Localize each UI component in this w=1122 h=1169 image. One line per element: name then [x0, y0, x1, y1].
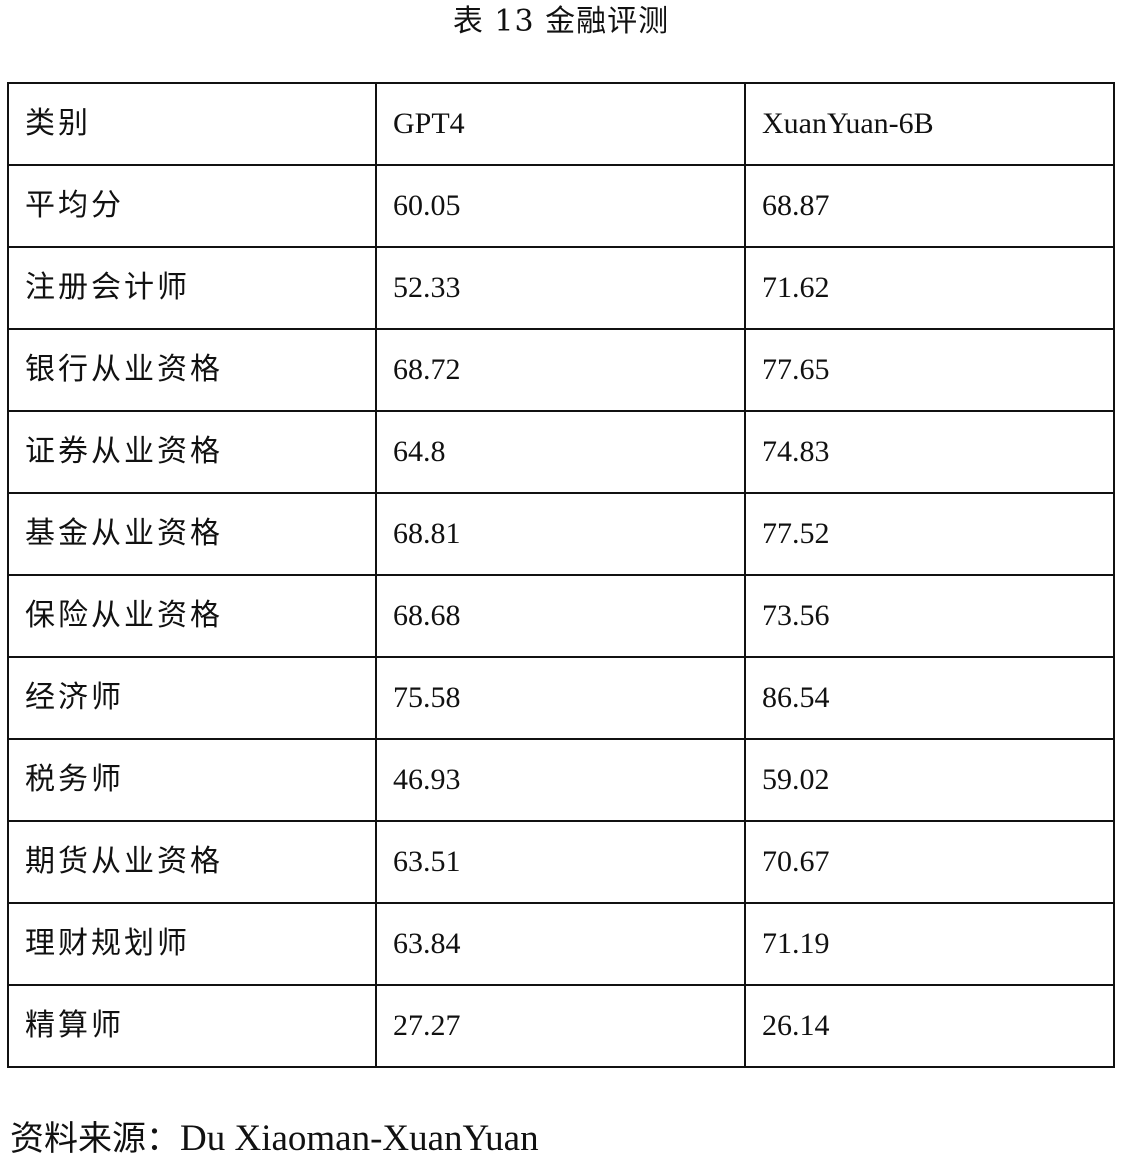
row-xuanyuan-score: 70.67 — [744, 820, 1115, 904]
row-gpt4-score: 63.84 — [375, 902, 746, 986]
row-gpt4-score: 64.8 — [375, 410, 746, 494]
row-gpt4-score: 75.58 — [375, 656, 746, 740]
source-label: 资料来源： — [10, 1119, 180, 1159]
row-xuanyuan-score: 68.87 — [744, 164, 1115, 248]
row-xuanyuan-score: 73.56 — [744, 574, 1115, 658]
header-category: 类别 — [7, 82, 377, 166]
row-gpt4-score: 27.27 — [375, 984, 746, 1068]
row-category: 证券从业资格 — [7, 410, 377, 494]
row-category: 税务师 — [7, 738, 377, 822]
table-row: 精算师 27.27 26.14 — [7, 984, 1115, 1068]
row-xuanyuan-score: 86.54 — [744, 656, 1115, 740]
source-note: 资料来源：Du Xiaoman-XuanYuan — [10, 1114, 539, 1164]
row-xuanyuan-score: 26.14 — [744, 984, 1115, 1068]
row-gpt4-score: 63.51 — [375, 820, 746, 904]
financial-evaluation-table: 类别 GPT4 XuanYuan-6B 平均分 60.05 68.87 注册会计… — [7, 82, 1115, 1068]
table-row: 注册会计师 52.33 71.62 — [7, 246, 1115, 330]
table-title: 表 13 金融评测 — [452, 4, 670, 39]
row-category: 经济师 — [7, 656, 377, 740]
row-xuanyuan-score: 71.62 — [744, 246, 1115, 330]
row-xuanyuan-score: 74.83 — [744, 410, 1115, 494]
header-row: 类别 GPT4 XuanYuan-6B — [7, 82, 1115, 166]
table-row: 税务师 46.93 59.02 — [7, 738, 1115, 822]
table-row: 银行从业资格 68.72 77.65 — [7, 328, 1115, 412]
row-xuanyuan-score: 77.52 — [744, 492, 1115, 576]
table-row: 证券从业资格 64.8 74.83 — [7, 410, 1115, 494]
row-category: 基金从业资格 — [7, 492, 377, 576]
row-gpt4-score: 68.68 — [375, 574, 746, 658]
row-category: 理财规划师 — [7, 902, 377, 986]
table-row: 基金从业资格 68.81 77.52 — [7, 492, 1115, 576]
source-name: Du Xiaoman-XuanYuan — [180, 1118, 539, 1159]
table-row: 经济师 75.58 86.54 — [7, 656, 1115, 740]
row-gpt4-score: 68.72 — [375, 328, 746, 412]
table-row: 平均分 60.05 68.87 — [7, 164, 1115, 248]
row-xuanyuan-score: 77.65 — [744, 328, 1115, 412]
row-gpt4-score: 46.93 — [375, 738, 746, 822]
row-category: 平均分 — [7, 164, 377, 248]
row-category: 银行从业资格 — [7, 328, 377, 412]
row-category: 注册会计师 — [7, 246, 377, 330]
header-xuanyuan: XuanYuan-6B — [744, 82, 1115, 166]
row-category: 保险从业资格 — [7, 574, 377, 658]
row-gpt4-score: 52.33 — [375, 246, 746, 330]
row-xuanyuan-score: 71.19 — [744, 902, 1115, 986]
table-row: 期货从业资格 63.51 70.67 — [7, 820, 1115, 904]
table-row: 保险从业资格 68.68 73.56 — [7, 574, 1115, 658]
row-gpt4-score: 60.05 — [375, 164, 746, 248]
header-gpt4: GPT4 — [375, 82, 746, 166]
row-category: 精算师 — [7, 984, 377, 1068]
row-gpt4-score: 68.81 — [375, 492, 746, 576]
row-xuanyuan-score: 59.02 — [744, 738, 1115, 822]
row-category: 期货从业资格 — [7, 820, 377, 904]
table-row: 理财规划师 63.84 71.19 — [7, 902, 1115, 986]
